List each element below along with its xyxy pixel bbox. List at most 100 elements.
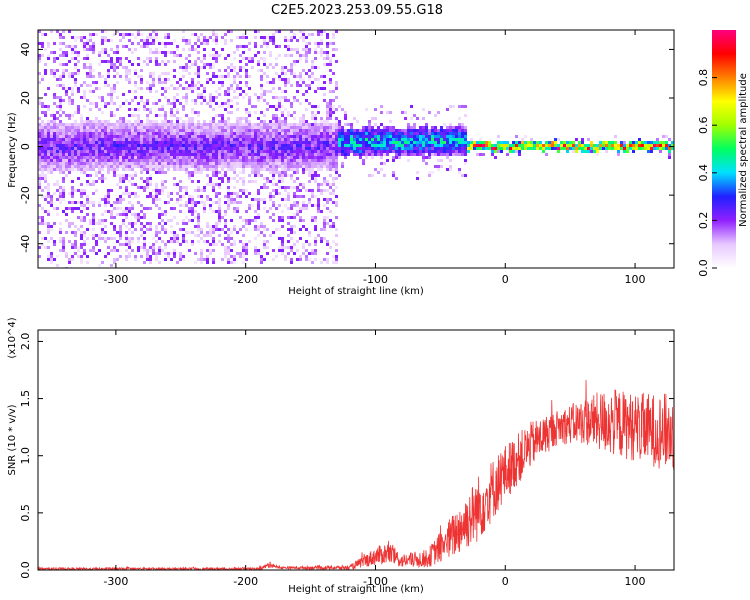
heatmap-cell [281,69,284,72]
heatmap-cell [167,159,170,162]
heatmap-cell [116,120,119,123]
heatmap-cell [668,147,671,150]
heatmap-cell [89,168,92,171]
heatmap-cell [473,147,476,150]
heatmap-cell [113,144,116,147]
heatmap-cell [365,156,368,159]
heatmap-cell [347,123,350,126]
heatmap-cell [155,252,158,255]
heatmap-cell [62,249,65,252]
heatmap-cell [290,159,293,162]
heatmap-cell [305,120,308,123]
heatmap-cell [209,54,212,57]
heatmap-cell [320,126,323,129]
heatmap-cell [608,147,611,150]
heatmap-cell [260,255,263,258]
heatmap-cell [233,132,236,135]
heatmap-cell [641,147,644,150]
heatmap-cell [83,207,86,210]
heatmap-cell [50,51,53,54]
heatmap-cell [47,45,50,48]
heatmap-cell [59,96,62,99]
heatmap-cell [317,198,320,201]
heatmap-cell [44,123,47,126]
heatmap-cell [173,147,176,150]
heatmap-cell [41,135,44,138]
heatmap-cell [47,54,50,57]
colorbar-tick-label: 0.8 [697,69,710,87]
heatmap-cell [125,66,128,69]
heatmap-cell [71,45,74,48]
heatmap-cell [50,237,53,240]
heatmap-cell [191,153,194,156]
heatmap-cell [179,189,182,192]
heatmap-cell [146,102,149,105]
heatmap-cell [83,168,86,171]
heatmap-cell [92,90,95,93]
heatmap-cell [47,123,50,126]
heatmap-cell [38,144,41,147]
heatmap-cell [326,252,329,255]
heatmap-cell [128,33,131,36]
heatmap-cell [437,135,440,138]
heatmap-cell [227,54,230,57]
heatmap-cell [422,135,425,138]
heatmap-cell [299,156,302,159]
heatmap-cell [272,126,275,129]
heatmap-cell [125,213,128,216]
heatmap-cell [413,144,416,147]
heatmap-cell [212,189,215,192]
heatmap-cell [275,63,278,66]
heatmap-cell [89,201,92,204]
heatmap-cell [62,84,65,87]
heatmap-cell [308,252,311,255]
heatmap-cell [530,138,533,141]
heatmap-cell [38,255,41,258]
heatmap-cell [449,153,452,156]
heatmap-cell [152,237,155,240]
heatmap-cell [155,228,158,231]
heatmap-cell [332,126,335,129]
heatmap-cell [407,123,410,126]
heatmap-cell [413,132,416,135]
heatmap-cell [152,30,155,33]
heatmap-cell [89,69,92,72]
heatmap-cell [536,141,539,144]
heatmap-cell [101,261,104,264]
heatmap-cell [218,144,221,147]
heatmap-cell [38,99,41,102]
heatmap-cell [95,144,98,147]
heatmap-cell [116,165,119,168]
heatmap-cell [332,225,335,228]
heatmap-cell [101,39,104,42]
heatmap-cell [296,195,299,198]
heatmap-cell [218,234,221,237]
heatmap-cell [383,129,386,132]
heatmap-cell [92,135,95,138]
heatmap-cell [224,210,227,213]
heatmap-cell [455,141,458,144]
heatmap-cell [314,126,317,129]
heatmap-cell [317,204,320,207]
heatmap-cell [335,108,338,111]
heatmap-cell [326,162,329,165]
heatmap-cell [92,75,95,78]
heatmap-cell [50,135,53,138]
heatmap-cell [110,237,113,240]
heatmap-cell [125,177,128,180]
heatmap-cell [110,168,113,171]
heatmap-cell [98,141,101,144]
heatmap-cell [305,168,308,171]
heatmap-cell [404,135,407,138]
heatmap-cell [293,144,296,147]
heatmap-cell [389,129,392,132]
heatmap-cell [143,180,146,183]
heatmap-cell [248,75,251,78]
heatmap-cell [101,129,104,132]
heatmap-cell [161,225,164,228]
heatmap-cell [257,234,260,237]
heatmap-cell [38,216,41,219]
heatmap-cell [86,261,89,264]
heatmap-cell [278,123,281,126]
heatmap-cell [77,207,80,210]
